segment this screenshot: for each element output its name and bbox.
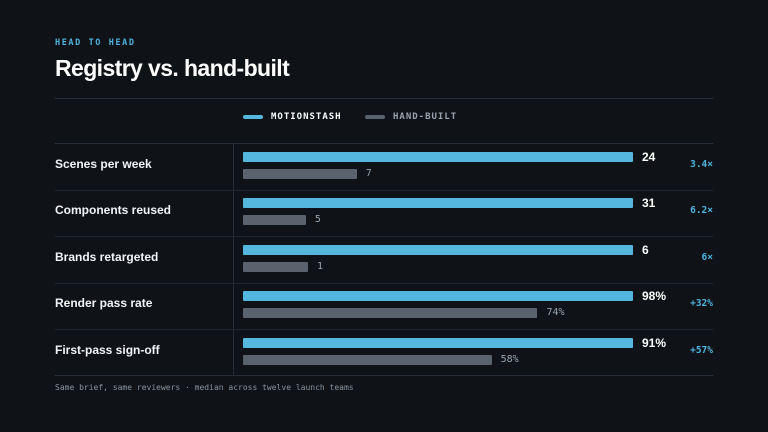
row-divider: [55, 236, 713, 238]
bar-motionstash: [243, 244, 633, 255]
bar-motionstash: [243, 291, 633, 302]
chart-row: Components reused 31 5 6.2×: [55, 190, 713, 238]
page-title: Registry vs. hand-built: [55, 55, 290, 81]
row-label: Components reused: [55, 203, 172, 218]
row-divider: [55, 189, 713, 191]
value-label-motionstash: 98%: [642, 289, 667, 304]
eyebrow-label: HEAD TO HEAD: [55, 38, 136, 48]
value-label-motionstash: 91%: [642, 335, 667, 350]
chart-row: Render pass rate 98% 74% +32%: [55, 283, 713, 331]
header-divider: [55, 98, 713, 99]
row-label: Render pass rate: [55, 296, 153, 311]
footnote: Same brief, same reviewers · median acro…: [55, 383, 354, 392]
row-label: Scenes per week: [55, 157, 152, 171]
delta-label: +32%: [690, 298, 713, 310]
value-label-hand-built: 1: [317, 260, 324, 272]
delta-label: 6.2×: [690, 205, 713, 217]
bar-hand-built: [243, 308, 538, 319]
legend-item-primary: MOTIONSTASH: [243, 111, 342, 123]
delta-label: 6×: [701, 251, 713, 263]
row-label: First-pass sign-off: [55, 342, 160, 357]
legend-label-secondary: HAND-BUILT: [393, 112, 458, 122]
row-divider: [55, 282, 713, 284]
legend-item-secondary: HAND-BUILT: [365, 111, 457, 123]
bar-hand-built: [243, 261, 308, 272]
value-label-hand-built: 58%: [500, 353, 519, 365]
chart-axis-line: [233, 144, 234, 375]
bar-hand-built: [243, 354, 492, 365]
value-label-hand-built: 74%: [546, 307, 565, 319]
legend-swatch-primary: [243, 115, 263, 119]
bar-hand-built: [243, 169, 357, 179]
chart-top-rule: [55, 143, 713, 144]
chart-row: First-pass sign-off 91% 58% +57%: [55, 330, 713, 376]
row-label: Brands retargeted: [55, 249, 159, 264]
delta-label: 3.4×: [690, 159, 713, 170]
bar-motionstash: [243, 198, 633, 209]
value-label-hand-built: 5: [314, 214, 321, 226]
bar-motionstash: [243, 337, 633, 348]
legend-label-primary: MOTIONSTASH: [271, 112, 342, 122]
value-label-motionstash: 31: [642, 196, 656, 211]
delta-label: +57%: [690, 344, 713, 356]
row-divider: [55, 329, 713, 331]
value-label-motionstash: 24: [642, 150, 656, 164]
value-label-motionstash: 6: [642, 242, 649, 257]
chart-bottom-rule: [55, 375, 713, 376]
bar-hand-built: [243, 215, 306, 226]
bar-motionstash: [243, 152, 633, 162]
value-label-hand-built: 7: [365, 168, 372, 179]
chart-row: Scenes per week 24 7 3.4×: [55, 144, 713, 191]
legend-swatch-secondary: [365, 115, 385, 119]
chart-row: Brands retargeted 6 1 6×: [55, 237, 713, 284]
